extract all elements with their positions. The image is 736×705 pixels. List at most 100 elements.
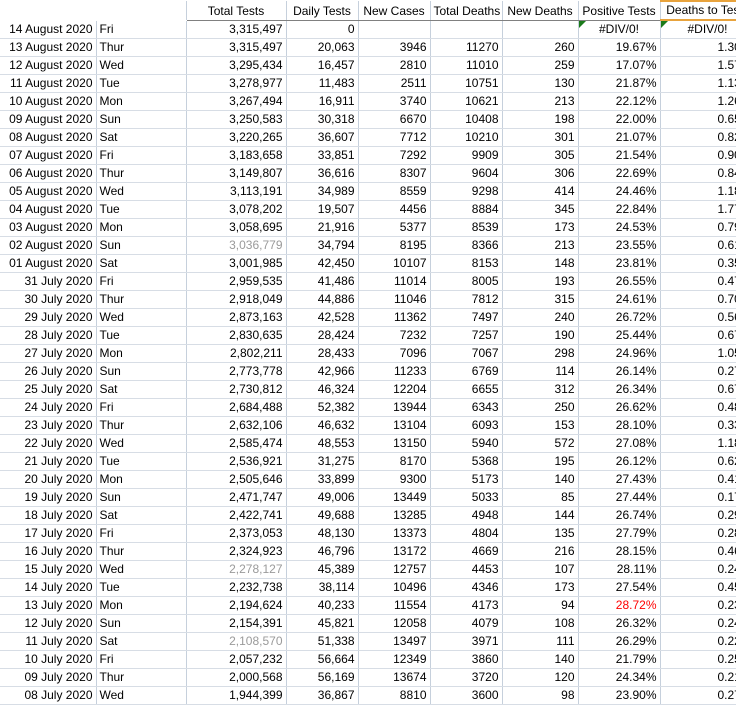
cell-day[interactable]: Tue: [96, 326, 187, 345]
cell-total-deaths[interactable]: 11010: [430, 56, 503, 75]
cell-daily-tests[interactable]: 49,006: [286, 488, 359, 507]
cell-daily-tests[interactable]: 45,389: [286, 560, 359, 579]
cell-deaths-to-tests[interactable]: 0.27%: [660, 686, 736, 705]
cell-date[interactable]: 09 July 2020: [0, 668, 97, 687]
cell-daily-tests[interactable]: 48,130: [286, 524, 359, 543]
cell-date[interactable]: 08 August 2020: [0, 128, 97, 147]
cell-daily-tests[interactable]: 41,486: [286, 272, 359, 291]
cell-deaths-to-tests[interactable]: 1.05%: [660, 344, 736, 363]
cell-new-deaths[interactable]: 111: [502, 632, 579, 651]
cell-day[interactable]: Wed: [96, 686, 187, 705]
cell-day[interactable]: Sun: [96, 236, 187, 255]
cell-total-tests[interactable]: 2,000,568: [186, 668, 287, 687]
cell-positive-tests[interactable]: #DIV/0!: [578, 20, 661, 39]
cell-total-tests[interactable]: 2,585,474: [186, 434, 287, 453]
cell-daily-tests[interactable]: 34,989: [286, 182, 359, 201]
cell-date[interactable]: 05 August 2020: [0, 182, 97, 201]
cell-date[interactable]: 07 August 2020: [0, 146, 97, 165]
cell-total-deaths[interactable]: 9909: [430, 146, 503, 165]
cell-daily-tests[interactable]: 40,233: [286, 596, 359, 615]
cell-date[interactable]: 27 July 2020: [0, 344, 97, 363]
cell-daily-tests[interactable]: 56,169: [286, 668, 359, 687]
column-header-date[interactable]: [0, 1, 97, 21]
cell-new-deaths[interactable]: 260: [502, 38, 579, 57]
cell-total-tests[interactable]: 3,149,807: [186, 164, 287, 183]
cell-day[interactable]: Wed: [96, 56, 187, 75]
cell-new-cases[interactable]: 13373: [358, 524, 431, 543]
cell-total-tests[interactable]: 2,873,163: [186, 308, 287, 327]
cell-deaths-to-tests[interactable]: 0.62%: [660, 452, 736, 471]
cell-total-deaths[interactable]: 11270: [430, 38, 503, 57]
cell-positive-tests[interactable]: 28.10%: [578, 416, 661, 435]
cell-total-tests[interactable]: 3,183,658: [186, 146, 287, 165]
cell-date[interactable]: 10 August 2020: [0, 92, 97, 111]
cell-deaths-to-tests[interactable]: 0.22%: [660, 632, 736, 651]
cell-total-tests[interactable]: 2,802,211: [186, 344, 287, 363]
cell-new-deaths[interactable]: 315: [502, 290, 579, 309]
cell-new-cases[interactable]: 3946: [358, 38, 431, 57]
cell-date[interactable]: 19 July 2020: [0, 488, 97, 507]
cell-new-cases[interactable]: 13944: [358, 398, 431, 417]
cell-new-cases[interactable]: 13285: [358, 506, 431, 525]
cell-positive-tests[interactable]: 26.62%: [578, 398, 661, 417]
cell-new-deaths[interactable]: 94: [502, 596, 579, 615]
cell-positive-tests[interactable]: 24.61%: [578, 290, 661, 309]
cell-day[interactable]: Mon: [96, 218, 187, 237]
cell-new-cases[interactable]: 2511: [358, 74, 431, 93]
cell-total-deaths[interactable]: 9298: [430, 182, 503, 201]
cell-deaths-to-tests[interactable]: 0.61%: [660, 236, 736, 255]
cell-total-tests[interactable]: 2,471,747: [186, 488, 287, 507]
cell-total-deaths[interactable]: 7497: [430, 308, 503, 327]
cell-total-deaths[interactable]: 6769: [430, 362, 503, 381]
cell-new-deaths[interactable]: 259: [502, 56, 579, 75]
cell-deaths-to-tests[interactable]: 0.25%: [660, 650, 736, 669]
cell-new-cases[interactable]: 12204: [358, 380, 431, 399]
cell-total-tests[interactable]: 2,730,812: [186, 380, 287, 399]
cell-new-deaths[interactable]: 114: [502, 362, 579, 381]
cell-new-deaths[interactable]: 173: [502, 578, 579, 597]
cell-day[interactable]: Sun: [96, 110, 187, 129]
cell-deaths-to-tests[interactable]: 0.33%: [660, 416, 736, 435]
cell-date[interactable]: 06 August 2020: [0, 164, 97, 183]
cell-new-deaths[interactable]: 173: [502, 218, 579, 237]
cell-date[interactable]: 09 August 2020: [0, 110, 97, 129]
cell-total-tests[interactable]: 2,422,741: [186, 506, 287, 525]
cell-day[interactable]: Wed: [96, 434, 187, 453]
cell-daily-tests[interactable]: 28,433: [286, 344, 359, 363]
cell-new-cases[interactable]: 13449: [358, 488, 431, 507]
cell-positive-tests[interactable]: 27.79%: [578, 524, 661, 543]
cell-positive-tests[interactable]: 21.54%: [578, 146, 661, 165]
cell-new-deaths[interactable]: 193: [502, 272, 579, 291]
cell-day[interactable]: Tue: [96, 74, 187, 93]
cell-total-tests[interactable]: 2,154,391: [186, 614, 287, 633]
cell-day[interactable]: Sat: [96, 254, 187, 273]
column-header-new-cases[interactable]: New Cases: [358, 1, 431, 21]
cell-day[interactable]: Thur: [96, 290, 187, 309]
cell-positive-tests[interactable]: 27.44%: [578, 488, 661, 507]
cell-day[interactable]: Tue: [96, 578, 187, 597]
cell-deaths-to-tests[interactable]: 0.47%: [660, 272, 736, 291]
cell-new-cases[interactable]: 13674: [358, 668, 431, 687]
cell-total-tests[interactable]: 3,295,434: [186, 56, 287, 75]
cell-positive-tests[interactable]: 26.74%: [578, 506, 661, 525]
cell-total-tests[interactable]: 2,830,635: [186, 326, 287, 345]
cell-day[interactable]: Tue: [96, 452, 187, 471]
cell-day[interactable]: Sun: [96, 362, 187, 381]
cell-new-deaths[interactable]: 135: [502, 524, 579, 543]
cell-date[interactable]: 18 July 2020: [0, 506, 97, 525]
cell-new-deaths[interactable]: 153: [502, 416, 579, 435]
cell-new-cases[interactable]: 12058: [358, 614, 431, 633]
cell-deaths-to-tests[interactable]: 1.30%: [660, 38, 736, 57]
column-header-total-tests[interactable]: Total Tests: [186, 1, 287, 21]
cell-positive-tests[interactable]: 26.72%: [578, 308, 661, 327]
cell-new-cases[interactable]: 9300: [358, 470, 431, 489]
cell-total-tests[interactable]: 2,194,624: [186, 596, 287, 615]
cell-total-deaths[interactable]: 4346: [430, 578, 503, 597]
cell-total-tests[interactable]: 2,505,646: [186, 470, 287, 489]
cell-date[interactable]: 22 July 2020: [0, 434, 97, 453]
cell-total-deaths[interactable]: 5033: [430, 488, 503, 507]
cell-total-deaths[interactable]: 5173: [430, 470, 503, 489]
cell-total-tests[interactable]: 3,278,977: [186, 74, 287, 93]
cell-positive-tests[interactable]: 26.34%: [578, 380, 661, 399]
cell-date[interactable]: 13 August 2020: [0, 38, 97, 57]
